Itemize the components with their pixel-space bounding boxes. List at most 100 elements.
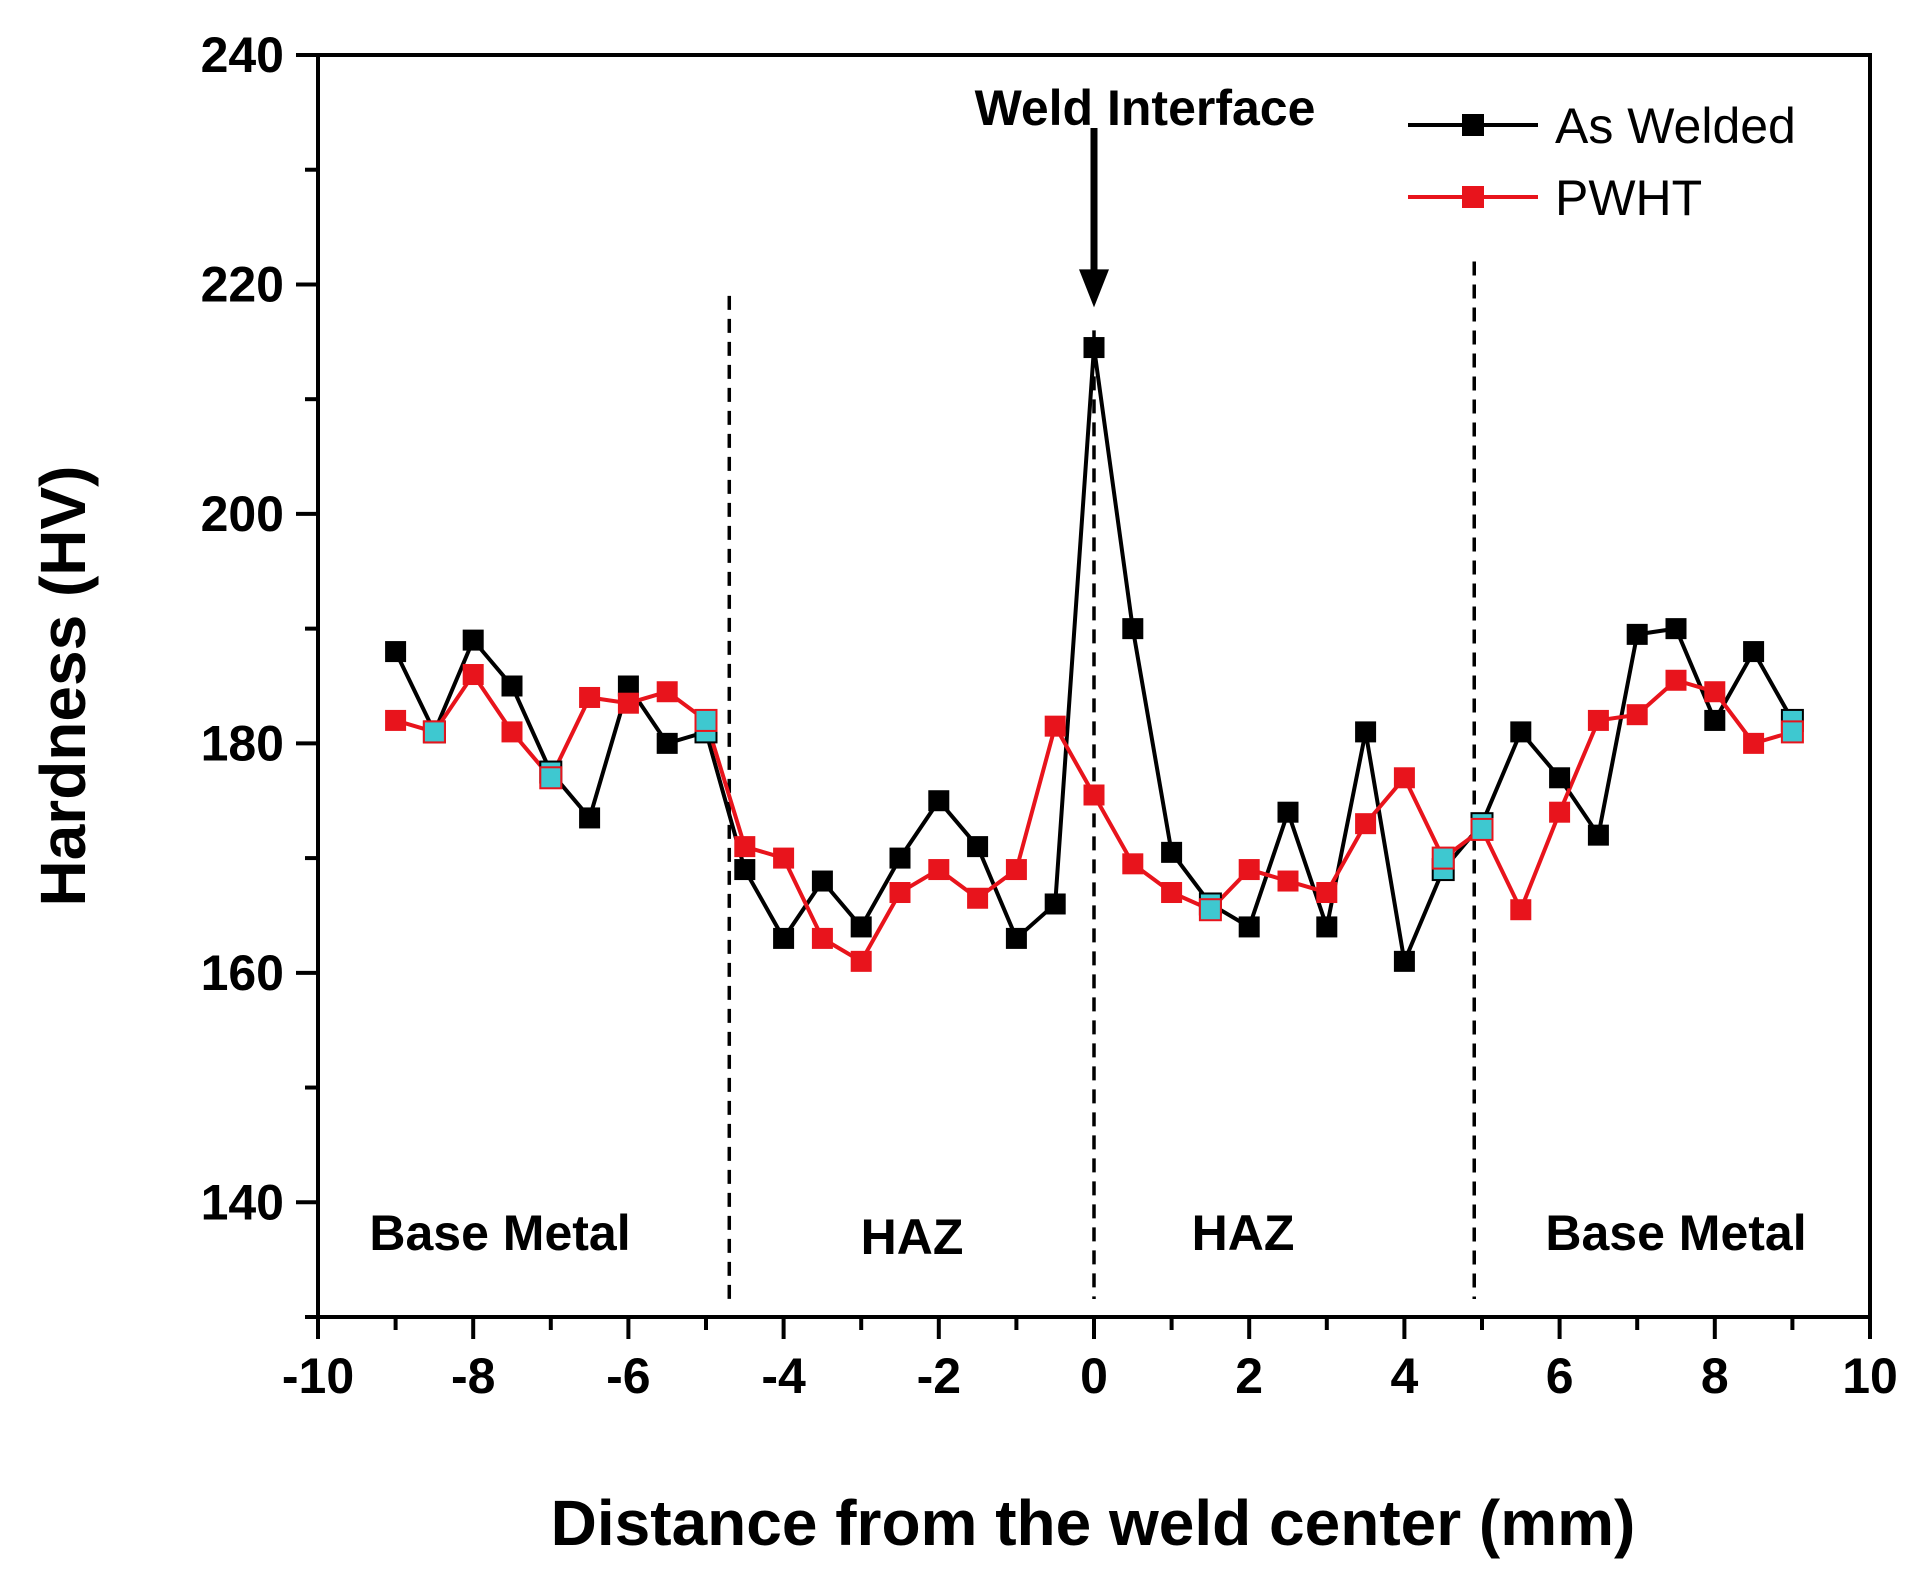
data-point-pwht — [1510, 899, 1532, 921]
x-tick-label: 8 — [1701, 1348, 1729, 1404]
data-point-pwht — [1549, 801, 1571, 823]
data-point-pwht — [1044, 715, 1066, 737]
data-point-as-welded — [850, 916, 872, 938]
data-point-as-welded — [928, 790, 950, 812]
x-tick-label: 6 — [1546, 1348, 1574, 1404]
data-point-pwht — [385, 709, 407, 731]
data-point-as-welded — [967, 836, 989, 858]
data-point-pwht — [850, 950, 872, 972]
region-dividers — [727, 261, 1476, 1299]
y-tick-label: 220 — [201, 256, 284, 312]
data-point-as-welded — [1355, 721, 1377, 743]
data-point-as-welded — [1665, 618, 1687, 640]
data-point-pwht — [1083, 784, 1105, 806]
data-point-pwht — [734, 836, 756, 858]
data-point-pwht — [928, 859, 950, 881]
x-tick-label: -2 — [917, 1348, 961, 1404]
data-point-as-welded — [734, 859, 756, 881]
data-point-as-welded — [1316, 916, 1338, 938]
x-tick-label: -10 — [282, 1348, 354, 1404]
data-point-pwht — [1743, 732, 1765, 754]
data-point-as-welded — [617, 675, 639, 697]
data-point-pwht — [1470, 817, 1494, 841]
weld-interface-arrow-head — [1079, 269, 1109, 308]
data-point-pwht — [1277, 870, 1299, 892]
x-tick-label: -6 — [606, 1348, 650, 1404]
x-axis: -10 -8 -6 -4 -2 0 2 4 6 8 10 — [282, 1317, 1898, 1404]
region-label-base-metal-right: Base Metal — [1545, 1205, 1806, 1261]
data-point-pwht — [1005, 859, 1027, 881]
data-point-pwht — [1704, 681, 1726, 703]
data-point-as-welded — [1238, 916, 1260, 938]
y-axis-title: Hardness (HV) — [27, 466, 99, 907]
x-tick-label: 0 — [1080, 1348, 1108, 1404]
data-point-pwht — [1780, 720, 1804, 744]
data-point-pwht — [501, 721, 523, 743]
data-point-as-welded — [1044, 893, 1066, 915]
data-point-as-welded — [1587, 824, 1609, 846]
data-point-pwht — [1198, 898, 1222, 922]
data-point-pwht — [1355, 813, 1377, 835]
data-point-as-welded — [1549, 767, 1571, 789]
data-point-as-welded — [1083, 337, 1105, 359]
x-tick-label: 10 — [1842, 1348, 1898, 1404]
data-point-pwht — [694, 708, 718, 732]
data-point-as-welded — [773, 927, 795, 949]
data-point-as-welded — [579, 807, 601, 829]
y-tick-label: 180 — [201, 715, 284, 771]
data-point-pwht — [579, 686, 601, 708]
data-point-pwht — [773, 847, 795, 869]
series-layer — [385, 337, 1804, 972]
y-tick-label: 240 — [201, 27, 284, 83]
y-tick-label: 200 — [201, 486, 284, 542]
region-label-base-metal-left: Base Metal — [369, 1205, 630, 1261]
data-point-pwht — [539, 766, 563, 790]
data-point-as-welded — [1122, 618, 1144, 640]
y-tick-label: 140 — [201, 1174, 284, 1230]
data-point-as-welded — [1510, 721, 1532, 743]
y-axis: 140 160 180 200 220 240 — [201, 27, 318, 1319]
data-point-as-welded — [462, 629, 484, 651]
data-point-as-welded — [1626, 623, 1648, 645]
data-point-pwht — [1626, 704, 1648, 726]
data-point-as-welded — [385, 641, 407, 663]
legend-label-as-welded: As Welded — [1555, 98, 1796, 154]
data-point-as-welded — [1005, 927, 1027, 949]
data-point-as-welded — [1743, 641, 1765, 663]
data-point-pwht — [1587, 709, 1609, 731]
weld-interface-label: Weld Interface — [975, 80, 1316, 136]
data-point-as-welded — [811, 870, 833, 892]
region-label-haz-left: HAZ — [861, 1209, 964, 1265]
x-tick-label: 2 — [1235, 1348, 1263, 1404]
data-point-pwht — [1238, 859, 1260, 881]
legend-marker-as-welded — [1462, 114, 1484, 136]
data-point-pwht — [811, 927, 833, 949]
data-point-pwht — [967, 887, 989, 909]
data-point-pwht — [422, 720, 446, 744]
data-point-pwht — [617, 692, 639, 714]
data-point-as-welded — [1277, 801, 1299, 823]
data-point-as-welded — [1161, 841, 1183, 863]
data-point-pwht — [889, 882, 911, 904]
x-tick-label: -4 — [761, 1348, 806, 1404]
region-label-haz-right: HAZ — [1192, 1205, 1295, 1261]
x-tick-label: 4 — [1390, 1348, 1418, 1404]
data-point-pwht — [1431, 846, 1455, 870]
data-point-as-welded — [656, 732, 678, 754]
legend: As Welded PWHT — [1408, 98, 1796, 226]
data-point-pwht — [1665, 669, 1687, 691]
data-point-as-welded — [1704, 709, 1726, 731]
data-point-as-welded — [501, 675, 523, 697]
data-point-pwht — [462, 664, 484, 686]
data-point-pwht — [1161, 882, 1183, 904]
data-point-pwht — [1393, 767, 1415, 789]
data-point-pwht — [656, 681, 678, 703]
data-point-pwht — [1316, 882, 1338, 904]
data-point-as-welded — [889, 847, 911, 869]
legend-label-pwht: PWHT — [1555, 170, 1702, 226]
x-axis-title: Distance from the weld center (mm) — [551, 1487, 1636, 1559]
legend-marker-pwht — [1462, 186, 1484, 208]
data-point-pwht — [1122, 853, 1144, 875]
y-tick-label: 160 — [201, 945, 284, 1001]
